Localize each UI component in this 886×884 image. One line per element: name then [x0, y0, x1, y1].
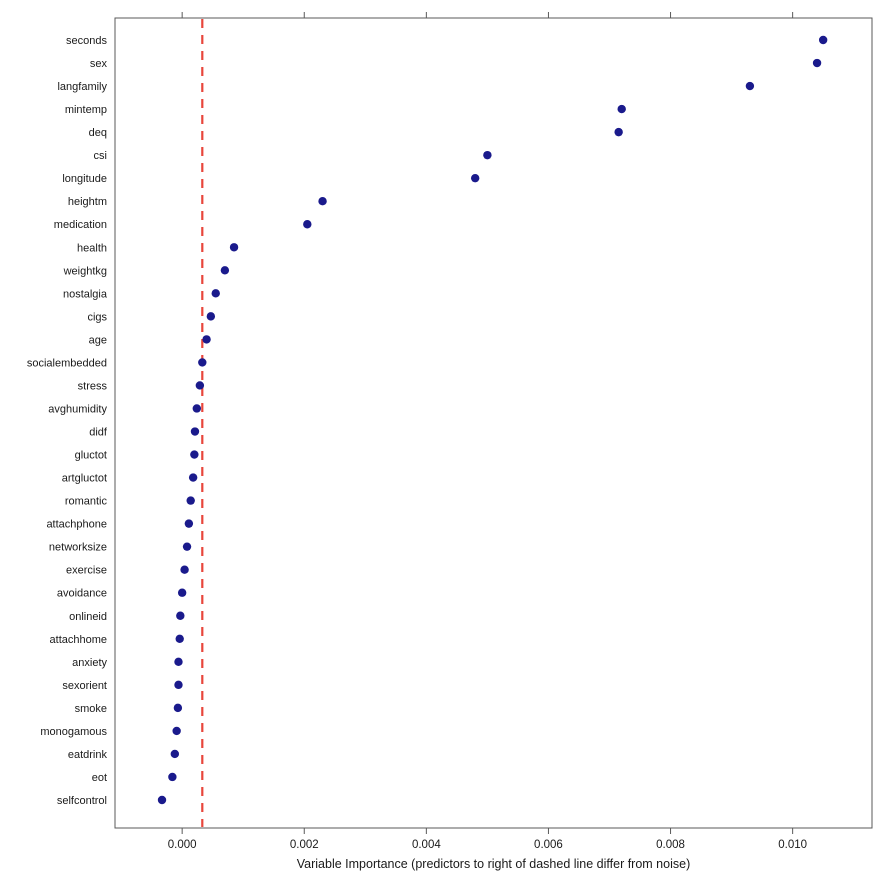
data-point — [614, 127, 623, 137]
category-label: health — [77, 242, 107, 254]
category-label: sex — [90, 58, 108, 70]
category-label: seconds — [66, 35, 107, 47]
category-label: gluctot — [75, 450, 107, 462]
data-point — [168, 772, 177, 782]
category-label: socialembedded — [27, 357, 107, 369]
x-tick-label: 0.010 — [778, 839, 807, 851]
category-label: attachphone — [46, 519, 107, 531]
x-tick-label: 0.008 — [656, 839, 685, 851]
category-label: attachhome — [50, 634, 107, 646]
data-point — [170, 749, 180, 759]
category-label: artgluctot — [62, 473, 107, 485]
data-point — [157, 795, 167, 805]
data-point — [318, 197, 327, 206]
data-point — [190, 450, 199, 459]
category-label: deq — [89, 127, 107, 139]
category-label: heightm — [68, 196, 107, 208]
data-point — [186, 496, 195, 505]
data-point — [195, 381, 205, 390]
x-tick-label: 0.004 — [412, 839, 441, 851]
data-point — [190, 427, 200, 436]
category-label: onlineid — [69, 611, 107, 623]
category-label: nostalgia — [63, 288, 108, 300]
data-point — [198, 358, 207, 367]
category-label: eot — [92, 772, 107, 784]
data-point — [812, 58, 822, 68]
data-point — [182, 542, 192, 551]
data-point — [470, 173, 480, 183]
category-label: sexorient — [62, 680, 107, 692]
category-label: selfcontrol — [57, 795, 107, 807]
category-label: smoke — [75, 703, 107, 715]
data-point — [180, 565, 189, 574]
category-label: avoidance — [57, 588, 107, 600]
data-point — [483, 150, 492, 160]
data-point — [177, 588, 187, 597]
category-label: weightkg — [63, 265, 107, 277]
category-label: avghumidity — [48, 403, 107, 415]
category-label: longitude — [62, 173, 107, 185]
category-label: medication — [54, 219, 107, 231]
category-label: age — [89, 334, 107, 346]
data-point — [220, 266, 230, 275]
data-point — [172, 726, 181, 736]
data-point — [192, 404, 202, 413]
category-label: cigs — [87, 311, 107, 323]
category-label: mintemp — [65, 104, 107, 116]
category-label: exercise — [66, 565, 107, 577]
data-point — [174, 657, 183, 667]
data-point — [175, 634, 184, 643]
category-label: romantic — [65, 496, 108, 508]
data-point — [745, 81, 755, 91]
category-label: didf — [89, 427, 108, 439]
category-label: anxiety — [72, 657, 107, 669]
x-axis-title: Variable Importance (predictors to right… — [297, 857, 690, 871]
plot-border — [114, 17, 873, 829]
data-point — [184, 519, 194, 528]
data-point — [176, 611, 185, 620]
category-label: langfamily — [57, 81, 107, 93]
x-tick-label: 0.006 — [534, 839, 563, 851]
data-point — [202, 335, 211, 344]
data-point — [174, 680, 183, 690]
category-label: monogamous — [40, 726, 107, 738]
data-point — [211, 289, 220, 298]
data-point — [229, 243, 239, 252]
data-point — [206, 312, 216, 321]
data-point — [303, 220, 312, 229]
category-label: eatdrink — [68, 749, 108, 761]
data-point — [173, 703, 183, 713]
category-label: csi — [94, 150, 107, 162]
data-point — [818, 35, 828, 45]
data-point — [188, 473, 198, 482]
x-tick-label: 0.002 — [290, 839, 319, 851]
category-label: stress — [78, 380, 108, 392]
category-label: networksize — [49, 542, 107, 554]
data-point — [617, 104, 626, 114]
x-tick-label: 0.000 — [168, 839, 197, 851]
